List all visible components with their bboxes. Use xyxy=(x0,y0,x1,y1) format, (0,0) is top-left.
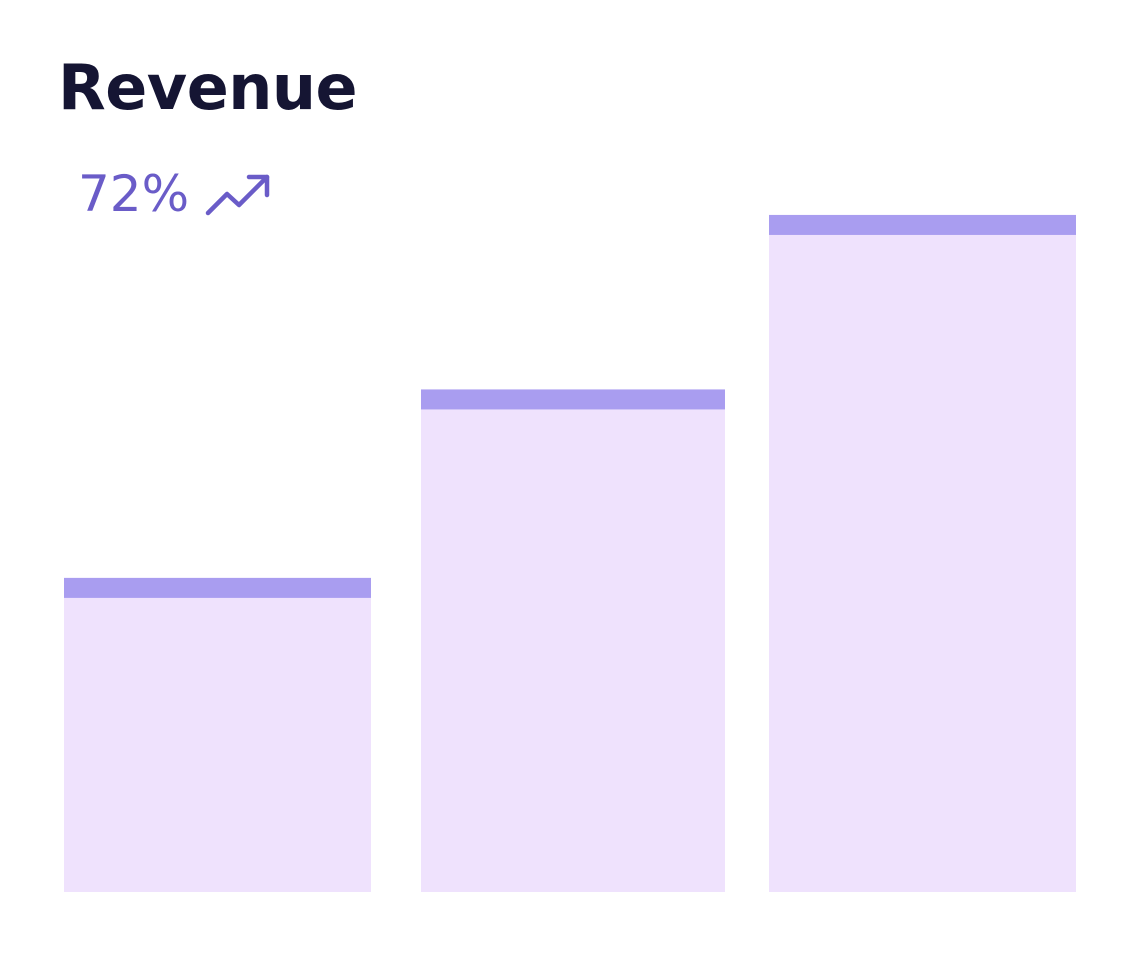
kpi-change: 72% xyxy=(78,162,271,226)
bar-2 xyxy=(421,389,725,892)
bar-1-cap xyxy=(64,577,371,598)
bars-group xyxy=(64,214,1076,892)
bar-2-cap xyxy=(421,389,725,410)
kpi-value: 72% xyxy=(78,165,190,223)
bar-3 xyxy=(769,214,1076,892)
bar-3-cap xyxy=(769,214,1076,235)
bar-1 xyxy=(64,577,371,892)
chart-title: Revenue xyxy=(58,51,358,124)
trending-up-icon xyxy=(205,174,270,216)
